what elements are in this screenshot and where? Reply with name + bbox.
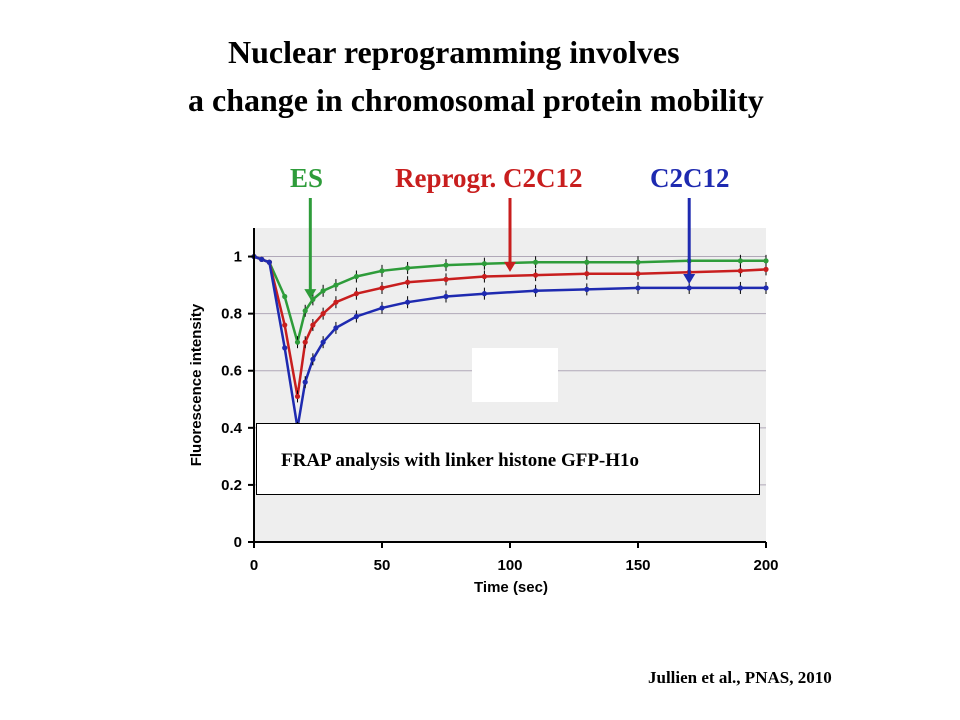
x-tick-label: 50: [374, 557, 391, 574]
data-point: [320, 288, 326, 294]
data-point: [686, 285, 692, 291]
arrow-head-reprogrammed: [504, 261, 516, 272]
data-point: [294, 393, 301, 400]
x-tick-label: 200: [753, 557, 778, 574]
data-point: [763, 266, 769, 272]
y-tick-label: 0.2: [221, 477, 242, 494]
data-point: [443, 276, 449, 282]
legend-label-reprogrammed: Reprogr. C2C12: [395, 163, 583, 193]
data-point: [737, 285, 744, 291]
data-point: [533, 259, 539, 265]
data-point: [353, 313, 359, 320]
series-line: [253, 255, 766, 429]
data-point: [737, 258, 744, 264]
data-point: [310, 296, 316, 302]
data-point: [635, 285, 641, 291]
data-point: [379, 285, 385, 291]
data-point: [481, 273, 487, 280]
data-point: [310, 356, 316, 362]
data-point: [405, 299, 411, 305]
data-point: [294, 339, 301, 345]
x-tick-label: 150: [625, 557, 650, 574]
data-point: [763, 285, 769, 291]
data-point: [635, 271, 641, 277]
data-point: [533, 272, 539, 278]
y-tick-label: 0: [234, 534, 242, 551]
data-point: [320, 339, 326, 345]
data-point: [333, 299, 339, 305]
y-axis-title: Fluorescence intensity: [188, 303, 205, 466]
data-point: [584, 286, 590, 292]
data-point: [405, 265, 411, 271]
data-point: [333, 325, 339, 331]
data-point: [379, 305, 385, 311]
data-point: [302, 339, 308, 345]
data-point: [333, 282, 339, 288]
data-point: [533, 288, 539, 294]
series-line: [253, 255, 767, 397]
series-line: [253, 255, 766, 348]
data-point: [353, 273, 359, 280]
arrow-head-es: [304, 289, 317, 300]
arrow-head-c2c12: [683, 273, 696, 284]
data-point: [584, 259, 590, 265]
data-point: [443, 293, 449, 300]
data-point: [282, 345, 288, 351]
blank-patch: [472, 348, 558, 402]
data-point: [310, 322, 316, 328]
data-point: [481, 291, 487, 297]
legend-label-es: ES: [290, 163, 324, 193]
x-tick-label: 0: [250, 557, 258, 574]
data-point: [443, 262, 449, 268]
data-point: [584, 271, 590, 277]
slide-title-line-1: Nuclear reprogramming involves: [228, 34, 680, 70]
data-point: [302, 379, 308, 385]
data-point: [282, 293, 288, 300]
data-point: [259, 256, 265, 262]
data-point: [302, 308, 308, 314]
data-point: [737, 268, 744, 274]
legend-label-c2c12: C2C12: [650, 163, 730, 193]
x-axis-title: Time (sec): [474, 579, 548, 596]
data-point: [379, 268, 385, 274]
citation: Jullien et al., PNAS, 2010: [648, 668, 832, 687]
y-tick-label: 1: [234, 249, 242, 266]
data-point: [320, 311, 326, 317]
data-point: [481, 261, 487, 267]
slide-title: Nuclear reprogramming involves a change …: [0, 28, 960, 124]
x-tick-label: 100: [497, 557, 522, 574]
annotation-box: FRAP analysis with linker histone GFP-H1…: [256, 423, 760, 495]
y-tick-label: 0.4: [221, 420, 243, 437]
series-c2c12: [251, 253, 769, 434]
data-point: [635, 259, 641, 265]
data-point: [405, 279, 411, 285]
data-point: [763, 258, 769, 264]
data-point: [282, 322, 288, 328]
y-tick-label: 0.8: [221, 306, 242, 323]
data-point: [353, 291, 359, 297]
axes: Time (sec) Fluorescence intensity 0 0.2 0.…: [188, 228, 779, 596]
y-tick-label: 0.6: [221, 363, 242, 380]
series-arrows: [304, 198, 696, 300]
annotation-text: FRAP analysis with linker histone GFP-H1…: [281, 450, 640, 471]
data-point: [266, 259, 272, 265]
slide-title-line-2: a change in chromosomal protein mobility: [188, 82, 764, 118]
